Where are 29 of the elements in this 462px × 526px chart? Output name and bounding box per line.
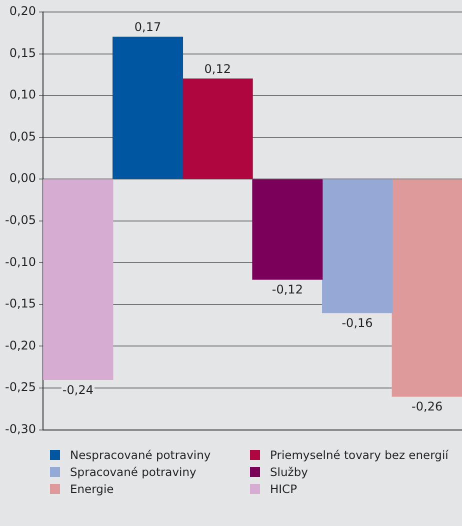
data-label: -0,26 — [412, 400, 443, 414]
y-tick-label: -0,05 — [4, 213, 36, 228]
legend-label: Priemyselné tovary bez energií — [270, 448, 448, 462]
data-label: -0,16 — [342, 316, 373, 330]
y-tick-label: 0,10 — [9, 88, 36, 102]
bar — [322, 179, 393, 314]
y-tick-label: -0,20 — [4, 338, 36, 352]
bar — [252, 179, 323, 280]
bar — [392, 179, 462, 397]
y-tick-label: 0,00 — [9, 171, 36, 186]
bar — [43, 179, 114, 380]
bar — [112, 36, 184, 179]
data-label: 0,12 — [204, 62, 231, 76]
data-label: 0,17 — [134, 20, 162, 34]
y-tick-label: 0,20 — [9, 4, 36, 18]
bar — [182, 78, 253, 179]
y-tick-label: -0,15 — [4, 296, 36, 311]
y-tick-label: -0,30 — [4, 422, 36, 436]
legend-label: Spracované potraviny — [70, 465, 196, 479]
legend-label: HICP — [270, 482, 298, 496]
legend-label: Nespracované potraviny — [70, 448, 211, 462]
legend-label: Služby — [270, 465, 308, 479]
y-tick-label: -0,25 — [4, 380, 36, 394]
y-tick-label: 0,15 — [9, 46, 36, 60]
data-label: -0,24 — [62, 382, 94, 397]
data-label: -0,12 — [272, 282, 303, 297]
legend-label: Energie — [70, 482, 114, 496]
y-tick-label: -0,10 — [4, 254, 36, 269]
y-tick-label: 0,05 — [9, 129, 36, 144]
